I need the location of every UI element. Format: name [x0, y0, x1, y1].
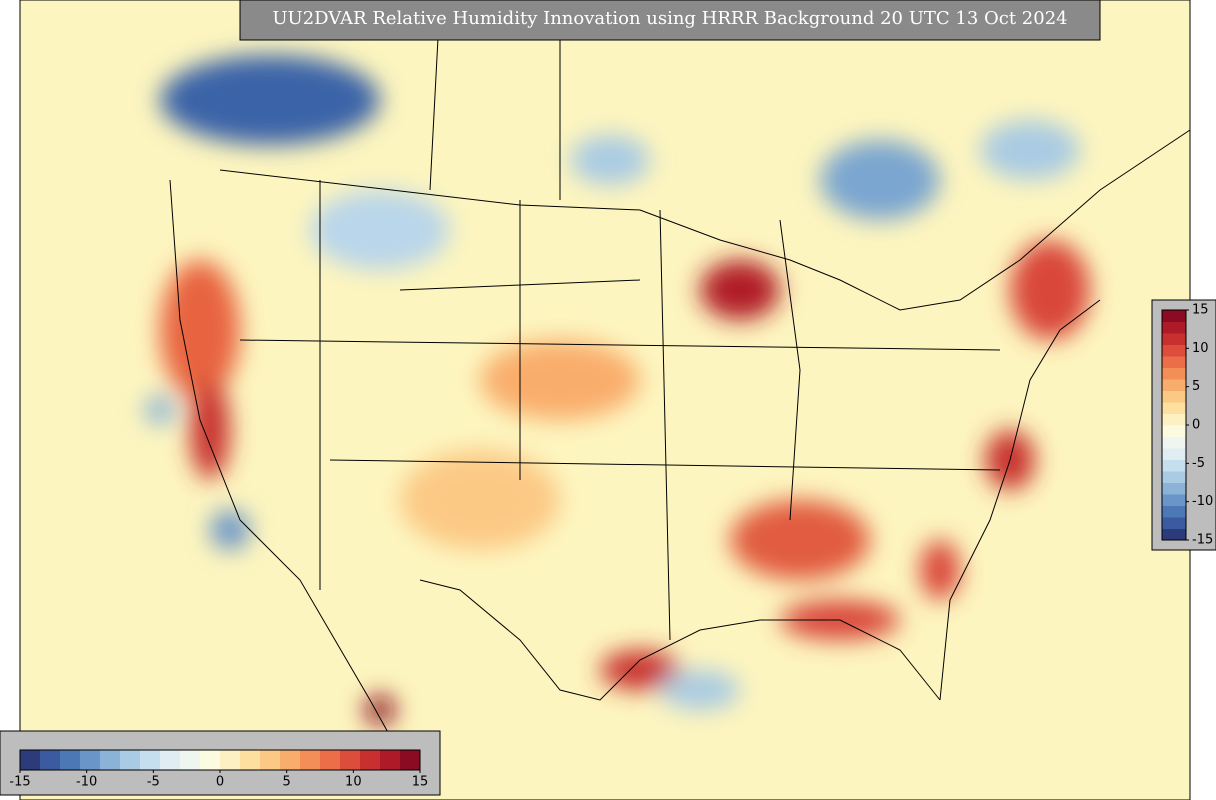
tick-label: 5 [283, 775, 291, 790]
colorbar-segment [1162, 505, 1186, 518]
colorbar-segment [280, 750, 301, 770]
colorbar-segment [1162, 333, 1186, 345]
tick-label: 0 [1192, 418, 1200, 433]
colorbar-segment [60, 750, 81, 770]
tick-label: 15 [412, 775, 429, 790]
colorbar-segment [260, 750, 281, 770]
colorbar-segment [300, 750, 321, 770]
tick-label: 10 [1192, 341, 1209, 356]
title-background [239, 0, 1101, 41]
tick-label: -15 [1192, 533, 1213, 548]
colorbar-segment [1162, 379, 1186, 391]
tick-label: 10 [345, 775, 362, 790]
colorbar-segment [1162, 402, 1186, 414]
colorbar-segment [40, 750, 61, 770]
title: UU2DVAR Relative Humidity Innovation usi… [272, 8, 1067, 29]
colorbar-segment [120, 750, 141, 770]
colorbar-segment [320, 750, 341, 770]
colorbar-segment [360, 750, 381, 770]
colorbar-segment [200, 750, 221, 770]
colorbar-segment [400, 750, 421, 770]
colorbar-segment [380, 750, 401, 770]
tick-label: -5 [147, 775, 160, 790]
colorbar-segment [1162, 367, 1186, 380]
colorbar-segment [180, 750, 201, 770]
colorbar-segment [340, 750, 361, 770]
colorbar-segment [160, 750, 181, 770]
colorbar-horizontal: -15 -10 -5 0 5 10 15 [0, 730, 441, 796]
colorbar-segment [1162, 471, 1186, 483]
colorbar-segment [240, 750, 261, 770]
tick-label: 0 [216, 775, 224, 790]
colorbar-segment [1162, 310, 1186, 322]
colorbar-segment [1162, 436, 1186, 449]
colorbar-segment [20, 750, 41, 770]
colorbar-segment [1162, 413, 1186, 426]
colorbar-segment [140, 750, 161, 770]
colorbar-segment [80, 750, 101, 770]
tick-label: -15 [9, 775, 30, 790]
colorbar-segment [220, 750, 241, 770]
colorbar-segment [1162, 356, 1186, 368]
tick-label: -10 [1192, 494, 1213, 509]
colorbar-segment [1162, 494, 1186, 506]
colorbar-segment [1162, 321, 1186, 334]
boundaries [169, 0, 1191, 791]
colorbar-segment [1162, 425, 1186, 437]
colorbar-segment [1162, 390, 1186, 403]
map [19, 0, 1191, 800]
tick-label: -5 [1192, 456, 1205, 471]
tick-label: -10 [76, 775, 97, 790]
colorbar-segment [1162, 482, 1186, 495]
colorbar-segment [1162, 344, 1186, 357]
colorbar-segment [1162, 448, 1186, 460]
title-box: UU2DVAR Relative Humidity Innovation usi… [239, 0, 1101, 41]
tick-label: 5 [1192, 379, 1200, 394]
tick-label: 15 [1192, 303, 1209, 318]
colorbar-segment [1162, 528, 1186, 541]
colorbar-segment [100, 750, 121, 770]
colorbar-segment [1162, 517, 1186, 529]
colorbar-vertical: -15 -10 -5 0 5 10 15 [1151, 299, 1216, 551]
colorbar-segment [1162, 459, 1186, 472]
